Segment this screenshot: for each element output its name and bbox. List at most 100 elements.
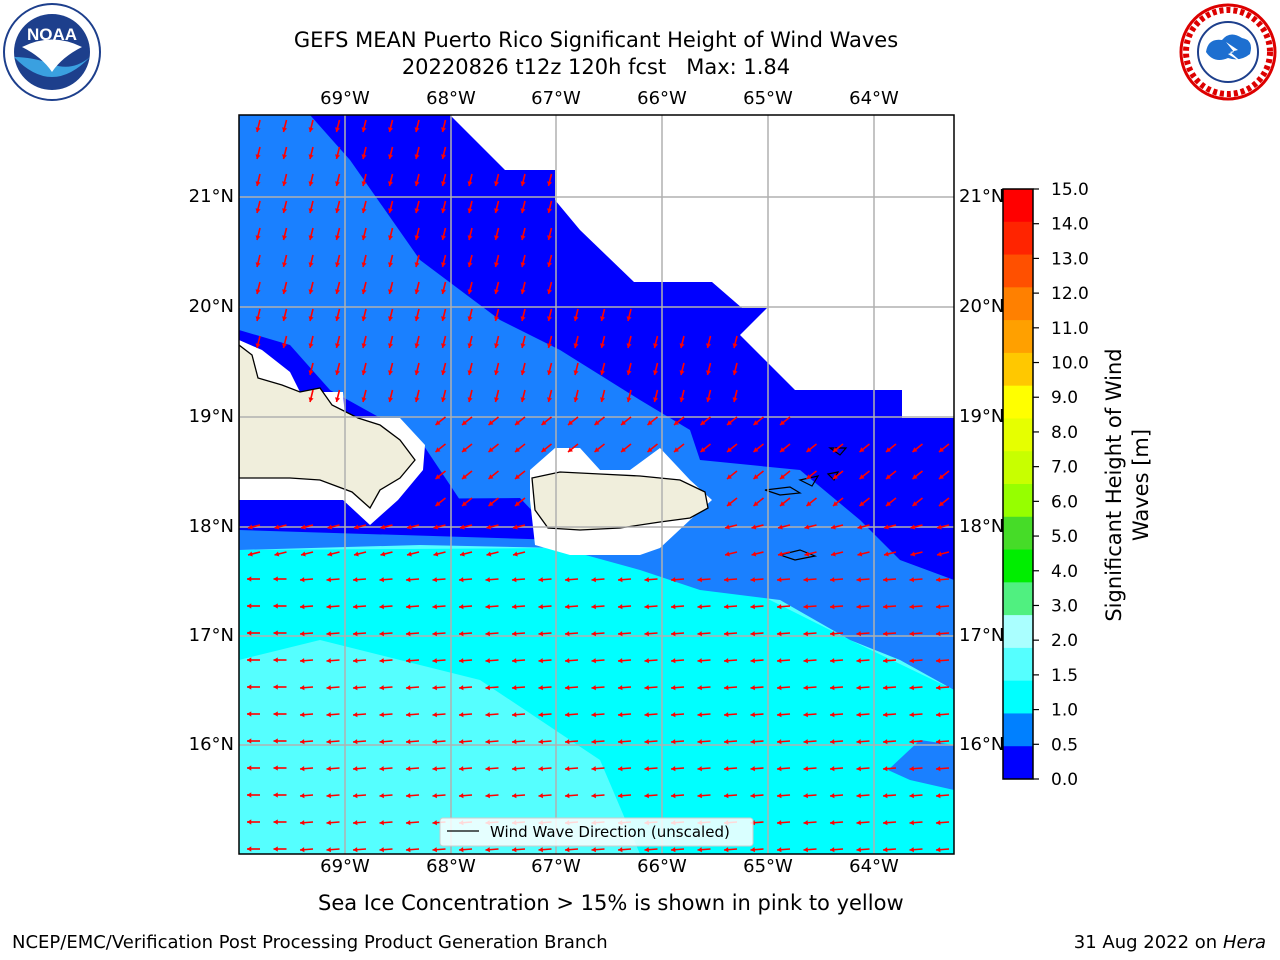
wave-arrow-head — [909, 685, 914, 691]
wave-arrow-head — [494, 397, 500, 402]
noaa-logo: NOAA — [3, 3, 101, 101]
map-area — [239, 115, 954, 854]
wave-arrow-head — [568, 447, 573, 452]
wave-arrow-head — [467, 370, 473, 375]
wave-arrow-head — [406, 739, 411, 745]
colorbar-tick-label: 2.0 — [1051, 631, 1078, 651]
wave-arrow-head — [618, 685, 623, 691]
colorbar-tick-label: 1.5 — [1051, 666, 1078, 686]
wave-arrow-head — [462, 501, 467, 506]
wave-arrow-head — [594, 420, 600, 425]
wave-arrow-head — [247, 657, 252, 663]
wave-arrow-head — [750, 793, 755, 799]
wave-arrow-head — [485, 739, 490, 745]
wave-arrow-head — [462, 447, 467, 452]
wave-arrow-head — [361, 316, 367, 321]
wave-arrow-head — [441, 343, 447, 348]
wave-arrow-head — [591, 793, 596, 799]
wave-arrow-head — [777, 577, 782, 583]
wave-arrow-head — [883, 604, 888, 610]
wave-arrow-head — [831, 551, 836, 557]
wave-arrow-head — [883, 685, 888, 691]
colorbar-frame — [1002, 188, 1034, 780]
wave-arrow-head — [777, 604, 782, 610]
wave-arrow-head — [565, 766, 570, 772]
wave-arrow-head — [856, 739, 861, 745]
wave-arrow-head — [414, 343, 420, 348]
wave-arrow-head — [512, 712, 517, 718]
colorbar-tick-label: 15.0 — [1051, 180, 1089, 200]
lon-label-top: 68°W — [426, 88, 476, 109]
wave-arrow-head — [388, 262, 394, 267]
wave-arrow-head — [460, 524, 465, 530]
wave-arrow-head — [308, 343, 314, 348]
wave-arrow-head — [751, 524, 757, 530]
wave-arrow-head — [724, 739, 729, 745]
wave-arrow-head — [520, 343, 526, 348]
wave-arrow-head — [706, 343, 712, 348]
wave-arrow-head — [515, 420, 520, 425]
wave-arrow-head — [671, 712, 676, 718]
wave-arrow-head — [353, 739, 358, 745]
wave-arrow-head — [441, 127, 447, 132]
wave-arrow-head — [361, 370, 367, 375]
wave-arrow-head — [273, 576, 278, 582]
wave-arrow-head — [780, 474, 785, 479]
wave-arrow-head — [909, 658, 914, 664]
colorbar-segment — [1003, 189, 1033, 223]
colorbar-tick-label: 11.0 — [1051, 319, 1089, 339]
wave-arrow-head — [406, 577, 411, 583]
wave-arrow-head — [361, 127, 367, 132]
wave-arrow-head — [936, 847, 941, 853]
wave-arrow-head — [618, 766, 623, 772]
wave-arrow-head — [407, 524, 412, 530]
wave-arrow-head — [520, 289, 526, 294]
wave-arrow-head — [379, 712, 384, 718]
wave-arrow-head — [414, 208, 420, 213]
wave-arrow-head — [353, 631, 358, 637]
wave-arrow-head — [647, 420, 653, 425]
wave-arrow-head — [520, 370, 526, 375]
wave-arrow-head — [432, 685, 437, 691]
wave-arrow-head — [644, 766, 649, 772]
wave-arrow-head — [653, 370, 659, 375]
wave-arrow-head — [910, 524, 916, 530]
wave-arrow-head — [618, 604, 623, 610]
wave-arrow-head — [884, 524, 889, 530]
wave-arrow-head — [884, 551, 889, 557]
wave-arrow-head — [273, 738, 278, 744]
wave-arrow-head — [912, 447, 918, 452]
wave-arrow-head — [414, 154, 420, 159]
wave-arrow-head — [883, 847, 888, 853]
wave-arrow-head — [750, 766, 755, 772]
wave-arrow-head — [621, 447, 626, 452]
wave-arrow-head — [326, 739, 331, 745]
colorbar-segment — [1003, 451, 1033, 485]
wave-arrow-head — [538, 739, 543, 745]
wave-arrow-head — [538, 847, 543, 853]
wave-arrow-head — [750, 847, 755, 853]
lon-label-top: 65°W — [743, 88, 793, 109]
wave-arrow-head — [308, 370, 314, 375]
virgin-islands — [764, 486, 802, 496]
wave-arrow-head — [282, 127, 288, 132]
wave-arrow-head — [432, 631, 437, 637]
wave-arrow-head — [565, 739, 570, 745]
wave-arrow-head — [750, 739, 755, 745]
wave-arrow-head — [830, 847, 835, 853]
wave-arrow-head — [361, 154, 367, 159]
wave-arrow-head — [335, 235, 341, 240]
wave-arrow-head — [697, 847, 702, 853]
wave-arrow-head — [361, 181, 367, 186]
colorbar-segment — [1003, 484, 1033, 518]
wave-arrow-head — [725, 551, 730, 557]
wave-arrow-head — [388, 289, 394, 294]
wave-arrow-head — [308, 289, 314, 294]
wave-arrow-head — [565, 604, 570, 610]
wave-arrow-head — [697, 685, 702, 691]
wave-arrow-head — [909, 712, 914, 718]
wave-arrow-head — [697, 658, 702, 664]
wave-arrow-head — [353, 847, 358, 853]
wave-arrow-head — [626, 316, 632, 321]
wave-arrow-head — [435, 501, 441, 506]
